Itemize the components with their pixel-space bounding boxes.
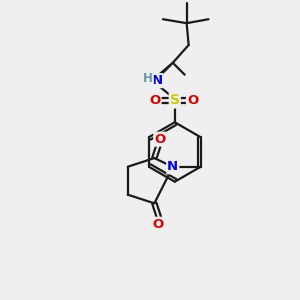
Text: S: S xyxy=(170,94,180,107)
Text: O: O xyxy=(154,133,166,146)
Text: O: O xyxy=(149,94,161,107)
Text: N: N xyxy=(167,160,178,173)
Text: N: N xyxy=(152,74,163,87)
Text: H: H xyxy=(143,72,153,85)
Text: O: O xyxy=(152,218,164,231)
Text: O: O xyxy=(187,94,198,107)
